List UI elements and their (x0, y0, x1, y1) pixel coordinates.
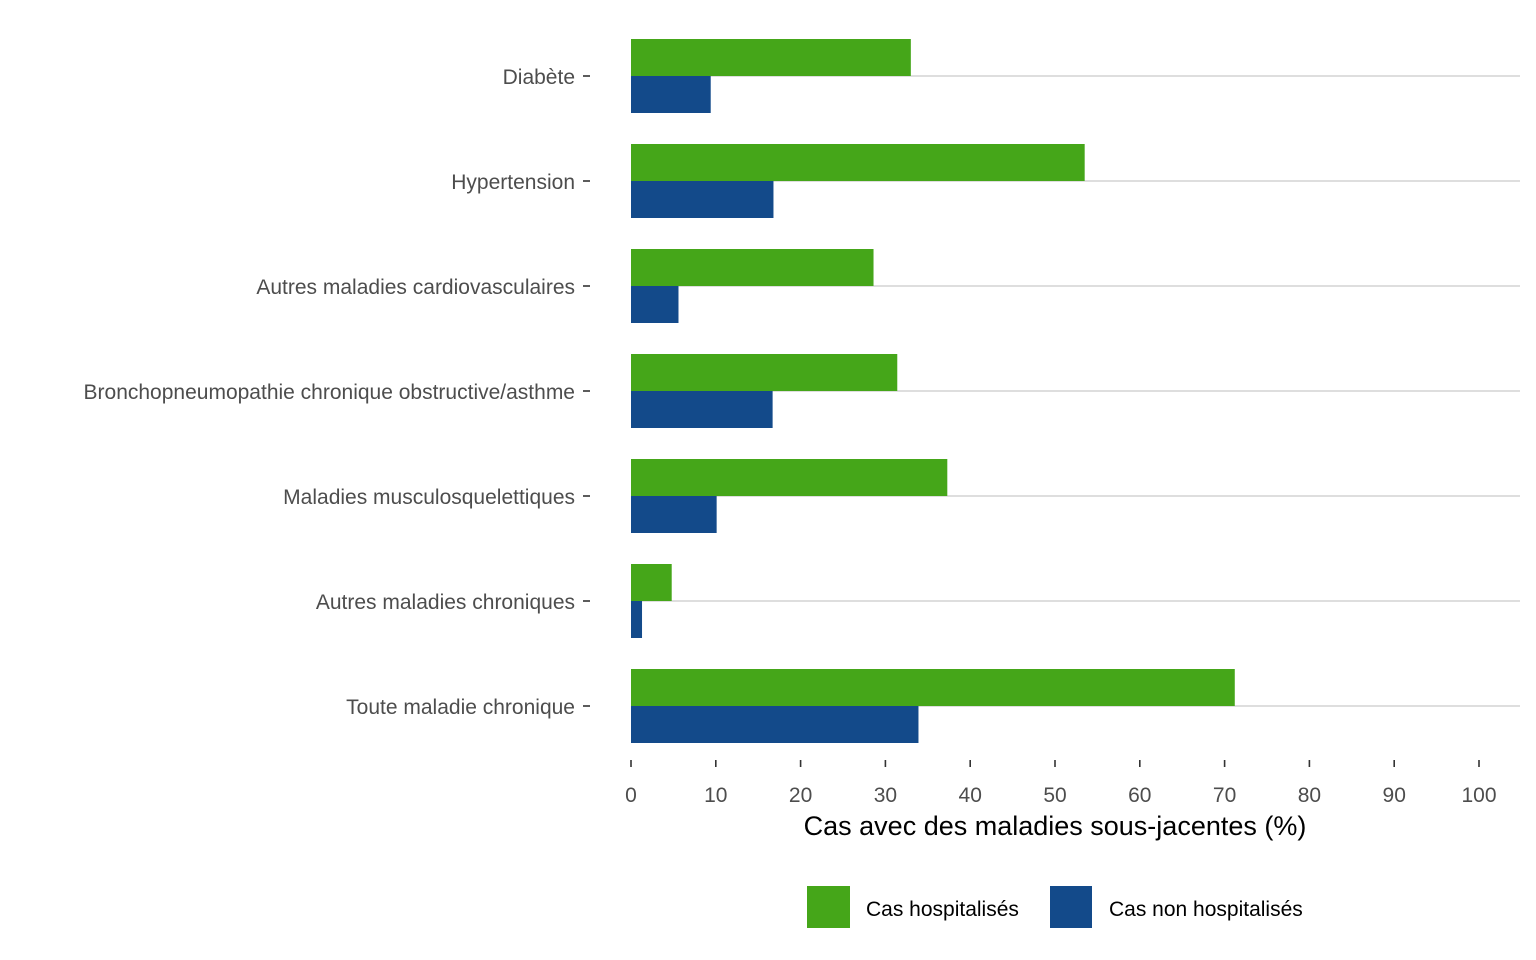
bars (631, 39, 1235, 743)
bar-hospitalised (631, 459, 948, 496)
legend: Cas hospitalisés Cas non hospitalisés (807, 886, 1303, 928)
category-axis: Diabète Hypertension Autres maladies cardi… (84, 66, 590, 719)
bar-non-hospitalised (631, 496, 717, 533)
bar-non-hospitalised (631, 76, 711, 113)
legend-label-non-hospitalised: Cas non hospitalisés (1109, 898, 1303, 921)
bar-hospitalised (631, 144, 1085, 181)
bar-hospitalised (631, 249, 874, 286)
bar-hospitalised (631, 669, 1235, 706)
x-axis-title: Cas avec des maladies sous-jacentes (%) (804, 811, 1307, 841)
legend-swatch-non-hospitalised (1050, 886, 1092, 928)
x-tick-label: 40 (959, 784, 982, 807)
legend-swatch-hospitalised (807, 886, 850, 928)
category-label: Diabète (503, 66, 575, 89)
x-tick-label: 70 (1213, 784, 1236, 807)
x-tick-label: 50 (1043, 784, 1066, 807)
bar-non-hospitalised (631, 601, 643, 638)
category-label: Autres maladies cardiovasculaires (256, 276, 575, 299)
category-label: Hypertension (451, 171, 575, 194)
x-tick-label: 90 (1383, 784, 1406, 807)
x-tick-label: 60 (1128, 784, 1151, 807)
bar-hospitalised (631, 564, 672, 601)
x-tick-label: 80 (1298, 784, 1321, 807)
x-axis: 0 10 20 30 40 50 60 70 80 90 100 (625, 760, 1497, 807)
bar-non-hospitalised (631, 286, 679, 323)
bar-hospitalised (631, 39, 911, 76)
category-label: Bronchopneumopathie chronique obstructiv… (84, 381, 575, 404)
legend-label-hospitalised: Cas hospitalisés (866, 898, 1019, 921)
bar-non-hospitalised (631, 391, 773, 428)
bar-non-hospitalised (631, 706, 919, 743)
bar-hospitalised (631, 354, 898, 391)
bar-non-hospitalised (631, 181, 774, 218)
x-tick-label: 20 (789, 784, 812, 807)
x-tick-label: 100 (1461, 784, 1496, 807)
x-tick-label: 0 (625, 784, 637, 807)
x-tick-label: 30 (874, 784, 897, 807)
x-tick-label: 10 (704, 784, 727, 807)
category-label: Autres maladies chroniques (316, 591, 575, 614)
category-label: Toute maladie chronique (346, 696, 575, 719)
category-label: Maladies musculosquelettiques (283, 486, 575, 509)
